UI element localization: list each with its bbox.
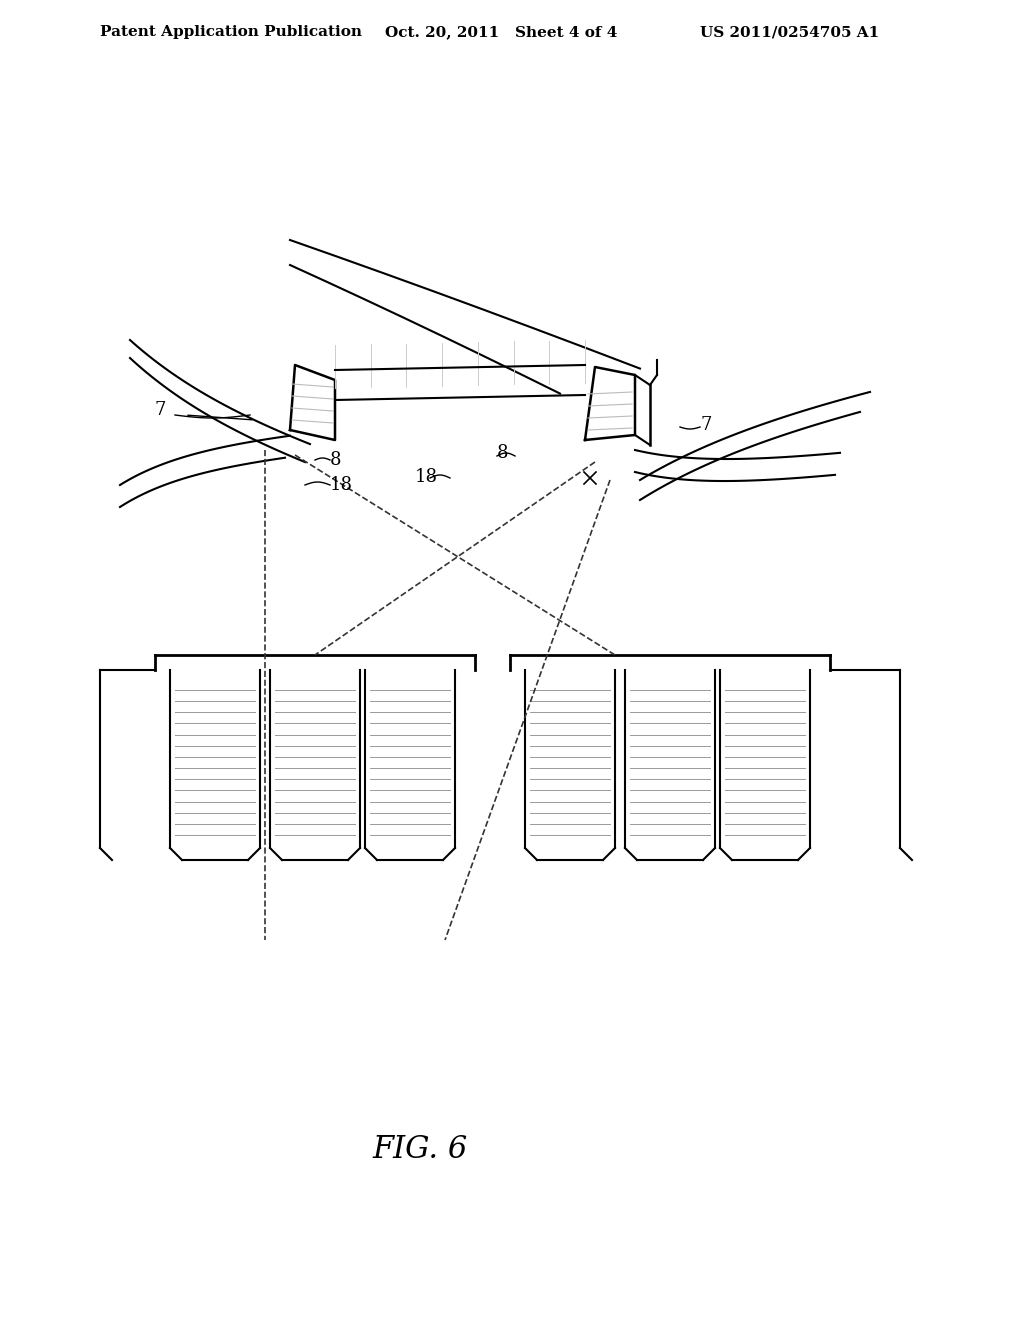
Text: Patent Application Publication: Patent Application Publication <box>100 25 362 40</box>
Text: 18: 18 <box>415 469 438 486</box>
Text: 7: 7 <box>155 401 166 418</box>
Text: Oct. 20, 2011   Sheet 4 of 4: Oct. 20, 2011 Sheet 4 of 4 <box>385 25 617 40</box>
Text: US 2011/0254705 A1: US 2011/0254705 A1 <box>700 25 880 40</box>
Text: 7: 7 <box>700 416 712 434</box>
Text: 8: 8 <box>497 444 509 462</box>
Text: 18: 18 <box>330 477 353 494</box>
Text: FIG. 6: FIG. 6 <box>373 1134 468 1166</box>
Text: 8: 8 <box>330 451 341 469</box>
